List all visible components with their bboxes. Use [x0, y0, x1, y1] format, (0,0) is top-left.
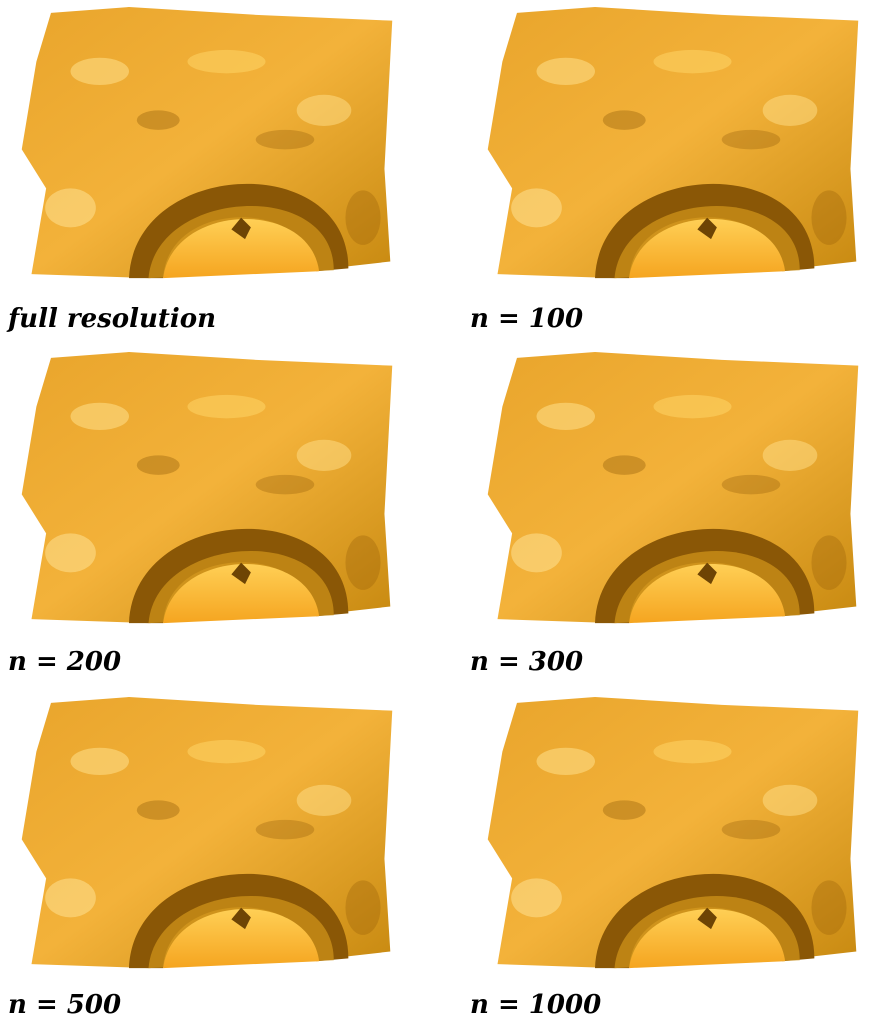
panel-caption: n = 500	[8, 990, 121, 1020]
panel: n = 1000	[470, 697, 858, 1020]
panel-caption: n = 200	[8, 647, 121, 677]
panel: n = 300	[470, 352, 858, 677]
panel: n = 100	[470, 7, 858, 334]
panel: full resolution	[6, 7, 392, 334]
terrain-render	[22, 697, 393, 968]
terrain-render	[488, 697, 859, 968]
terrain-render	[22, 7, 393, 278]
panel-caption: n = 300	[470, 647, 583, 677]
panel-caption: full resolution	[6, 304, 216, 334]
panel: n = 200	[8, 352, 392, 677]
terrain-render	[488, 352, 859, 623]
terrain-render	[22, 352, 393, 623]
terrain-render	[488, 7, 859, 278]
panel: n = 500	[8, 697, 392, 1020]
panel-caption: n = 1000	[470, 990, 601, 1020]
panel-caption: n = 100	[470, 304, 583, 334]
figure: full resolution n = 100 n = 200 n = 300 n = …	[0, 0, 873, 1026]
